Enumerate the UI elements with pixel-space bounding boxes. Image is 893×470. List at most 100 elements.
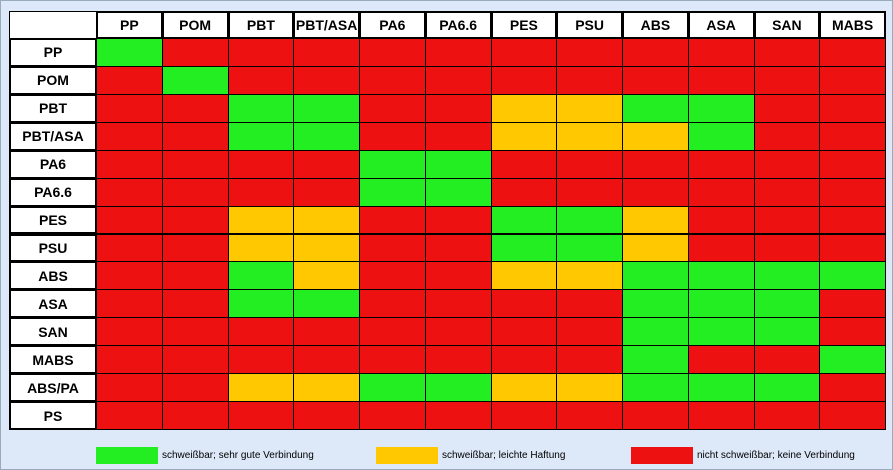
row-header: PP	[9, 38, 97, 67]
cell	[753, 373, 821, 403]
cell	[293, 317, 360, 347]
cell	[424, 177, 492, 207]
cell	[556, 38, 623, 67]
cell	[96, 177, 163, 207]
cell	[490, 93, 558, 123]
cell	[96, 38, 163, 67]
cell	[424, 317, 492, 347]
cell	[359, 65, 426, 95]
cell	[424, 233, 492, 263]
cell	[622, 401, 689, 430]
cell	[819, 373, 886, 403]
cell	[96, 289, 163, 319]
cell	[556, 93, 623, 123]
cell	[753, 177, 821, 207]
cell	[359, 289, 426, 319]
cell	[293, 121, 360, 151]
cell	[293, 289, 360, 319]
legend-label: schweißbar; leichte Haftung	[442, 450, 566, 461]
cell	[687, 289, 755, 319]
cell	[753, 401, 821, 430]
row-header: ABS/PA	[9, 373, 97, 403]
cell	[227, 233, 295, 263]
cell	[161, 177, 229, 207]
cell	[556, 205, 623, 235]
cell	[227, 261, 295, 291]
cell	[490, 261, 558, 291]
cell	[819, 233, 886, 263]
cell	[556, 149, 623, 179]
cell	[227, 38, 295, 67]
cell	[227, 373, 295, 403]
row-header: PS	[9, 401, 97, 430]
cell	[490, 317, 558, 347]
cell	[161, 65, 229, 95]
column-header: PP	[96, 11, 163, 39]
cell	[424, 93, 492, 123]
cell	[96, 233, 163, 263]
cell	[161, 289, 229, 319]
cell	[490, 345, 558, 375]
cell	[622, 373, 689, 403]
cell	[293, 373, 360, 403]
cell	[687, 205, 755, 235]
cell	[490, 149, 558, 179]
cell	[359, 149, 426, 179]
column-header: MABS	[819, 11, 886, 39]
cell	[819, 38, 886, 67]
cell	[161, 233, 229, 263]
cell	[424, 345, 492, 375]
column-header: ASA	[687, 11, 755, 39]
cell	[293, 345, 360, 375]
column-header: POM	[161, 11, 229, 39]
cell	[556, 317, 623, 347]
row-header: PA6	[9, 149, 97, 179]
cell	[490, 121, 558, 151]
cell	[161, 38, 229, 67]
cell	[293, 149, 360, 179]
cell	[293, 177, 360, 207]
cell	[687, 261, 755, 291]
cell	[424, 401, 492, 430]
cell	[424, 149, 492, 179]
cell	[687, 317, 755, 347]
cell	[819, 289, 886, 319]
cell	[227, 205, 295, 235]
cell	[424, 65, 492, 95]
column-header: PA6	[359, 11, 426, 39]
cell	[819, 177, 886, 207]
cell	[161, 345, 229, 375]
cell	[359, 401, 426, 430]
cell	[359, 373, 426, 403]
cell	[227, 149, 295, 179]
cell	[753, 65, 821, 95]
column-header: PBT	[227, 11, 295, 39]
cell	[753, 149, 821, 179]
row-header: PBT	[9, 93, 97, 123]
cell	[819, 65, 886, 95]
cell	[161, 205, 229, 235]
cell	[96, 345, 163, 375]
cell	[227, 177, 295, 207]
cell	[293, 261, 360, 291]
cell	[293, 65, 360, 95]
cell	[622, 317, 689, 347]
cell	[359, 261, 426, 291]
row-header: PA6.6	[9, 177, 97, 207]
legend-swatch	[631, 447, 693, 464]
cell	[687, 233, 755, 263]
cell	[359, 205, 426, 235]
cell	[687, 65, 755, 95]
cell	[359, 177, 426, 207]
cell	[753, 121, 821, 151]
row-header: PES	[9, 205, 97, 235]
cell	[687, 177, 755, 207]
cell	[556, 233, 623, 263]
cell	[227, 289, 295, 319]
cell	[424, 373, 492, 403]
cell	[819, 149, 886, 179]
cell	[96, 93, 163, 123]
cell	[359, 233, 426, 263]
cell	[293, 38, 360, 67]
cell	[687, 373, 755, 403]
